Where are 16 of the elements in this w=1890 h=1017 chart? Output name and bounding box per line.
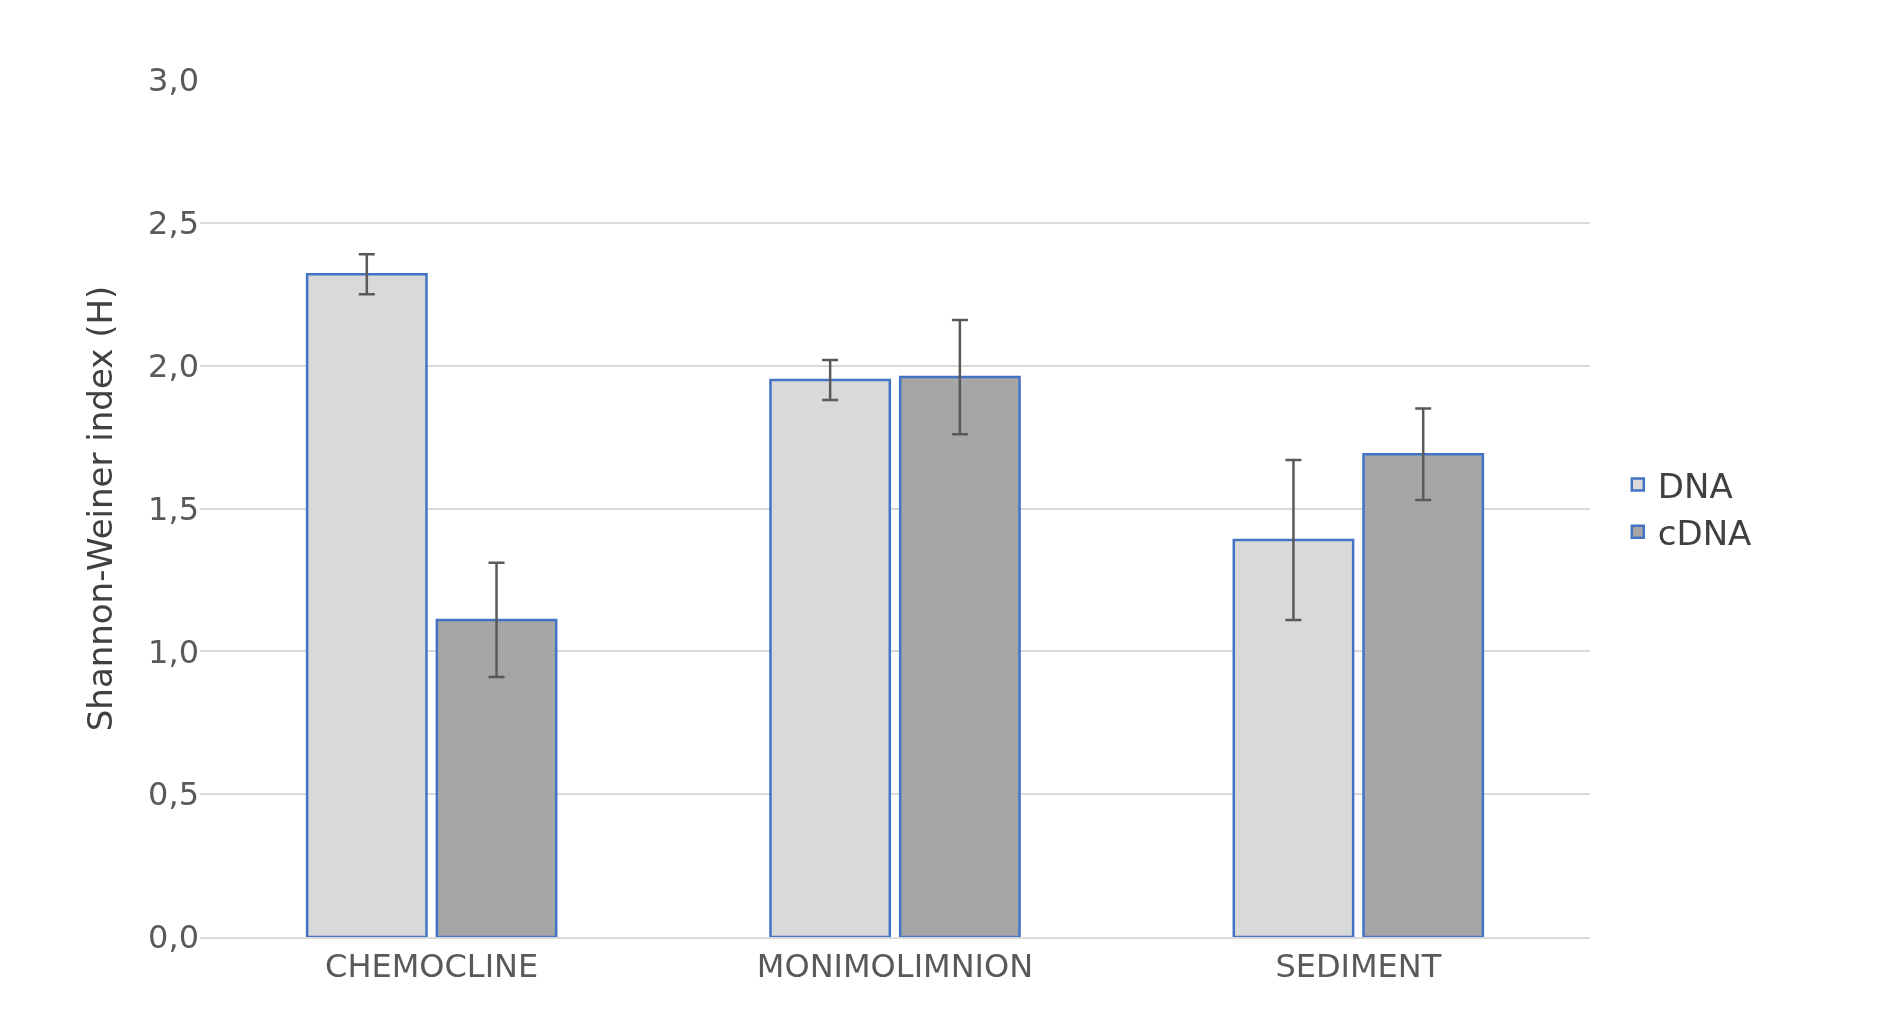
y-tick-label: 2,5 — [148, 204, 199, 243]
bar — [1362, 452, 1485, 937]
legend-label: DNA — [1657, 465, 1733, 506]
legend-label: cDNA — [1657, 513, 1752, 554]
x-tick-label: CHEMOCLINE — [325, 947, 539, 986]
x-tick-label: MONIMOLIMNION — [756, 947, 1034, 986]
y-tick-label: 2,0 — [148, 346, 199, 385]
y-tick-label: 3,0 — [148, 61, 199, 100]
y-tick-label: 1,0 — [148, 632, 199, 671]
y-axis-title: Shannon-Weiner index (H) — [79, 285, 120, 732]
y-tick-label: 0,0 — [148, 918, 199, 957]
bar — [435, 618, 558, 937]
y-tick-label: 0,5 — [148, 775, 199, 814]
x-tick-label: SEDIMENT — [1275, 947, 1442, 986]
y-tick-label: 1,5 — [148, 489, 199, 528]
bar — [898, 375, 1021, 937]
